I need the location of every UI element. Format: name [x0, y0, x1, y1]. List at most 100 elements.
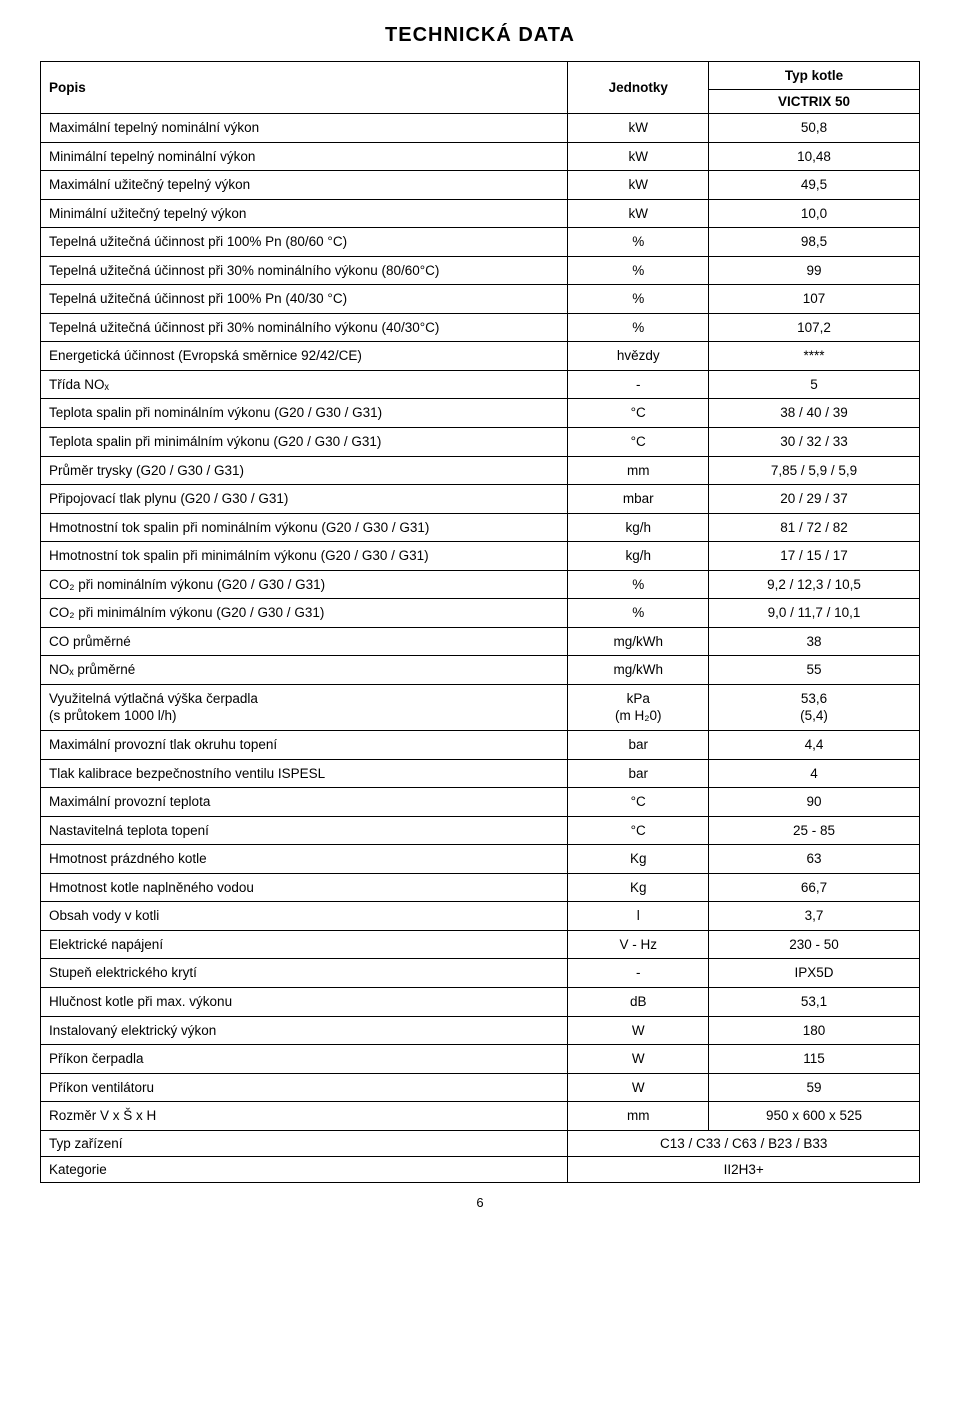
row-unit: kPa(m H₂0) [568, 684, 709, 730]
row-label: Energetická účinnost (Evropská směrnice … [41, 342, 568, 371]
row-label: Příkon ventilátoru [41, 1073, 568, 1102]
row-value: **** [709, 342, 920, 371]
spec-table: PopisJednotkyTyp kotleVICTRIX 50Maximáln… [40, 61, 920, 1183]
row-label: CO₂ při nominálním výkonu (G20 / G30 / G… [41, 570, 568, 599]
row-value: 38 [709, 627, 920, 656]
row-unit: % [568, 313, 709, 342]
table-row: Příkon čerpadlaW115 [41, 1045, 920, 1074]
table-row: Elektrické napájeníV - Hz230 - 50 [41, 930, 920, 959]
row-label: Využitelná výtlačná výška čerpadla(s prů… [41, 684, 568, 730]
row-label: Tepelná užitečná účinnost při 100% Pn (8… [41, 228, 568, 257]
row-label: Typ zařízení [41, 1130, 568, 1156]
row-unit: W [568, 1073, 709, 1102]
header-popis: Popis [41, 62, 568, 114]
row-unit: W [568, 1045, 709, 1074]
row-unit: % [568, 570, 709, 599]
row-unit: dB [568, 987, 709, 1016]
row-unit: °C [568, 788, 709, 817]
row-value: 81 / 72 / 82 [709, 513, 920, 542]
row-unit: Kg [568, 845, 709, 874]
row-label: Elektrické napájení [41, 930, 568, 959]
table-row: Tepelná užitečná účinnost při 30% nominá… [41, 256, 920, 285]
row-unit: kg/h [568, 542, 709, 571]
table-row: NOₓ průměrnémg/kWh55 [41, 656, 920, 685]
table-row: Tepelná užitečná účinnost při 100% Pn (8… [41, 228, 920, 257]
row-unit: Kg [568, 873, 709, 902]
row-unit: mg/kWh [568, 627, 709, 656]
row-value: 10,48 [709, 142, 920, 171]
row-value: 9,0 / 11,7 / 10,1 [709, 599, 920, 628]
row-value: 59 [709, 1073, 920, 1102]
table-row: Hlučnost kotle při max. výkonudB53,1 [41, 987, 920, 1016]
row-value: 5 [709, 370, 920, 399]
table-row: CO průměrnémg/kWh38 [41, 627, 920, 656]
row-unit: l [568, 902, 709, 931]
row-value: 90 [709, 788, 920, 817]
row-value: C13 / C33 / C63 / B23 / B33 [568, 1130, 920, 1156]
row-label: NOₓ průměrné [41, 656, 568, 685]
row-value: 25 - 85 [709, 816, 920, 845]
row-label: Připojovací tlak plynu (G20 / G30 / G31) [41, 485, 568, 514]
row-label: Obsah vody v kotli [41, 902, 568, 931]
row-unit: mm [568, 1102, 709, 1131]
header-jednotky: Jednotky [568, 62, 709, 114]
row-label: Maximální provozní tlak okruhu topení [41, 731, 568, 760]
table-row: Hmotnostní tok spalin při minimálním výk… [41, 542, 920, 571]
row-unit: % [568, 285, 709, 314]
table-row: Hmotnost prázdného kotleKg63 [41, 845, 920, 874]
row-label: Minimální tepelný nominální výkon [41, 142, 568, 171]
table-row: Využitelná výtlačná výška čerpadla(s prů… [41, 684, 920, 730]
row-label: Příkon čerpadla [41, 1045, 568, 1074]
row-value: 50,8 [709, 114, 920, 143]
table-row: Obsah vody v kotlil3,7 [41, 902, 920, 931]
row-label: Tlak kalibrace bezpečnostního ventilu IS… [41, 759, 568, 788]
row-value: IPX5D [709, 959, 920, 988]
row-value: 107,2 [709, 313, 920, 342]
table-row: Maximální užitečný tepelný výkonkW49,5 [41, 171, 920, 200]
row-label: Maximální užitečný tepelný výkon [41, 171, 568, 200]
row-unit: °C [568, 399, 709, 428]
row-label: Tepelná užitečná účinnost při 30% nominá… [41, 256, 568, 285]
row-unit: mbar [568, 485, 709, 514]
row-value: 10,0 [709, 199, 920, 228]
table-row: Teplota spalin při nominálním výkonu (G2… [41, 399, 920, 428]
row-value: 7,85 / 5,9 / 5,9 [709, 456, 920, 485]
row-label: Teplota spalin při minimálním výkonu (G2… [41, 428, 568, 457]
row-value: 107 [709, 285, 920, 314]
row-value: 3,7 [709, 902, 920, 931]
row-label: CO průměrné [41, 627, 568, 656]
row-unit: kg/h [568, 513, 709, 542]
table-row: Teplota spalin při minimálním výkonu (G2… [41, 428, 920, 457]
row-label: CO₂ při minimálním výkonu (G20 / G30 / G… [41, 599, 568, 628]
row-unit: kW [568, 114, 709, 143]
row-unit: V - Hz [568, 930, 709, 959]
row-value: 4 [709, 759, 920, 788]
row-unit: % [568, 599, 709, 628]
row-value: 38 / 40 / 39 [709, 399, 920, 428]
row-label: Maximální provozní teplota [41, 788, 568, 817]
row-value: 66,7 [709, 873, 920, 902]
row-value: 99 [709, 256, 920, 285]
row-label: Hmotnost prázdného kotle [41, 845, 568, 874]
row-label: Hlučnost kotle při max. výkonu [41, 987, 568, 1016]
page-number: 6 [40, 1195, 920, 1210]
row-value: 4,4 [709, 731, 920, 760]
table-row: Nastavitelná teplota topení°C25 - 85 [41, 816, 920, 845]
row-value: 98,5 [709, 228, 920, 257]
row-value: 230 - 50 [709, 930, 920, 959]
row-unit: W [568, 1016, 709, 1045]
row-unit: kW [568, 142, 709, 171]
table-row: Maximální provozní teplota°C90 [41, 788, 920, 817]
table-row: Instalovaný elektrický výkonW180 [41, 1016, 920, 1045]
row-value: 55 [709, 656, 920, 685]
table-row: CO₂ při minimálním výkonu (G20 / G30 / G… [41, 599, 920, 628]
table-row: Maximální tepelný nominální výkonkW50,8 [41, 114, 920, 143]
row-unit: bar [568, 731, 709, 760]
row-label: Kategorie [41, 1156, 568, 1182]
table-row: Hmotnost kotle naplněného vodouKg66,7 [41, 873, 920, 902]
row-label: Hmotnost kotle naplněného vodou [41, 873, 568, 902]
row-label: Průměr trysky (G20 / G30 / G31) [41, 456, 568, 485]
row-unit: - [568, 370, 709, 399]
row-unit: kW [568, 199, 709, 228]
table-row: Minimální tepelný nominální výkonkW10,48 [41, 142, 920, 171]
